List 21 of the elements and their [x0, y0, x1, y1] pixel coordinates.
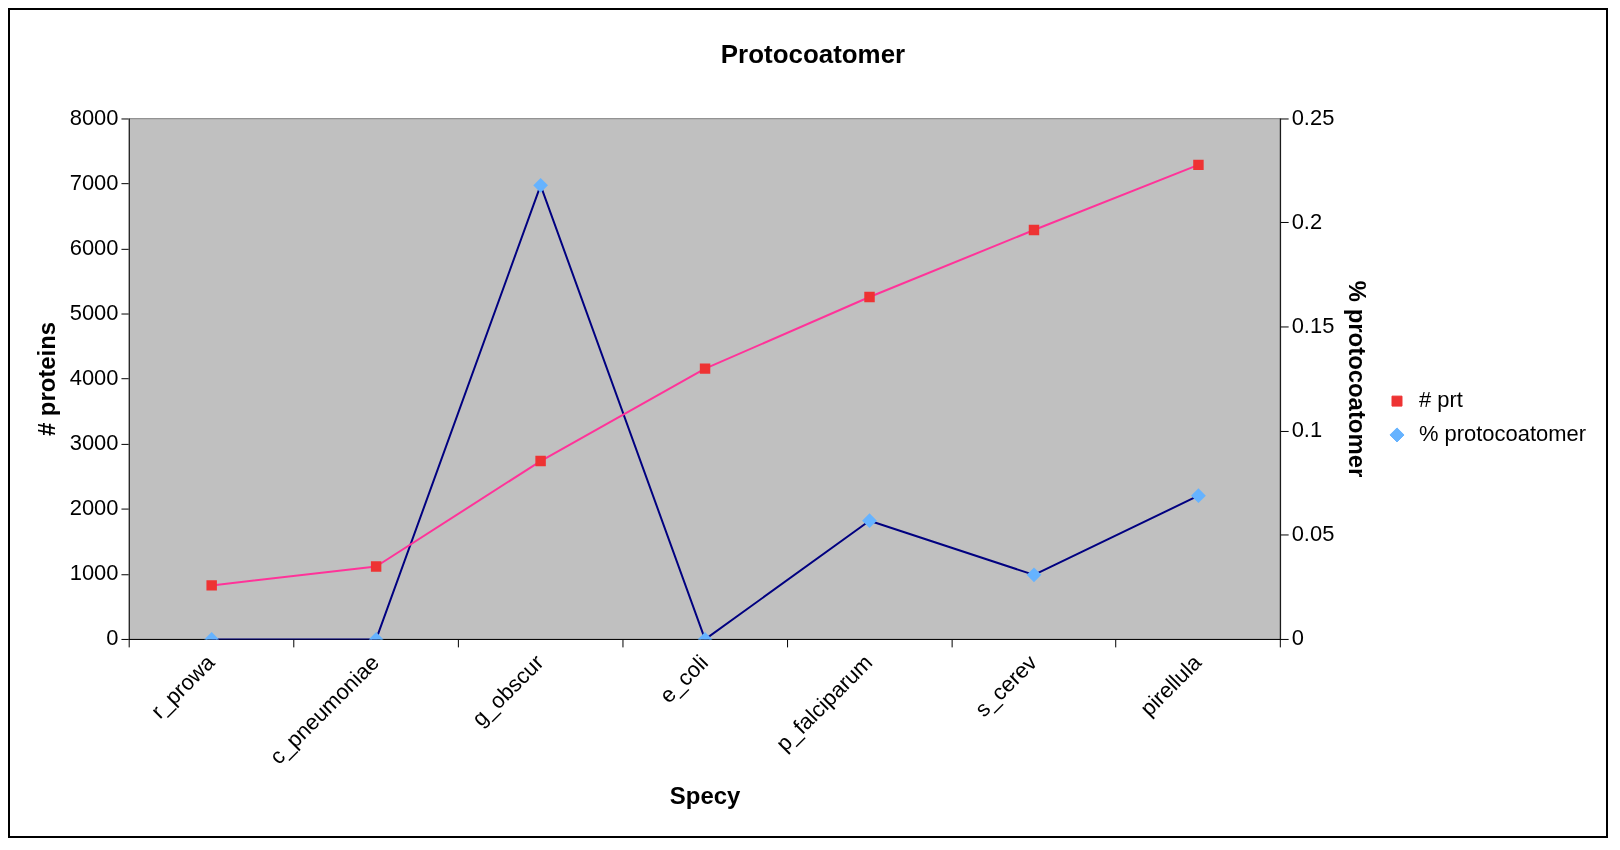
y-tick-label: 5000 [69, 300, 119, 325]
y-tick-label: 1000 [69, 560, 119, 586]
chart-title: Protocoatomer [720, 39, 906, 68]
y2-tick-label: 0 [1291, 625, 1304, 651]
x-axis-title: Specy [669, 782, 742, 810]
legend-label: # prt [1418, 387, 1463, 413]
y-tick-label: 4000 [69, 365, 119, 391]
y-tick-label: 0 [106, 625, 119, 651]
y2-tick-label: 0.25 [1291, 104, 1335, 130]
y-tick-label: 3000 [69, 430, 119, 456]
y-tick-label: 2000 [69, 495, 119, 521]
y-tick-label: 7000 [69, 169, 119, 195]
y-tick-label: 6000 [69, 234, 119, 260]
y2-tick-label: 0.15 [1291, 313, 1335, 338]
y2-tick-label: 0.2 [1291, 208, 1323, 234]
y2-axis-title: % protocoatomer [1344, 280, 1372, 478]
legend-label: % protocoatomer [1418, 421, 1586, 446]
y-axis-title: # proteins [32, 321, 60, 437]
y2-tick-label: 0.05 [1291, 521, 1335, 547]
y2-tick-label: 0.1 [1291, 417, 1323, 443]
y-tick-label: 8000 [69, 104, 119, 130]
